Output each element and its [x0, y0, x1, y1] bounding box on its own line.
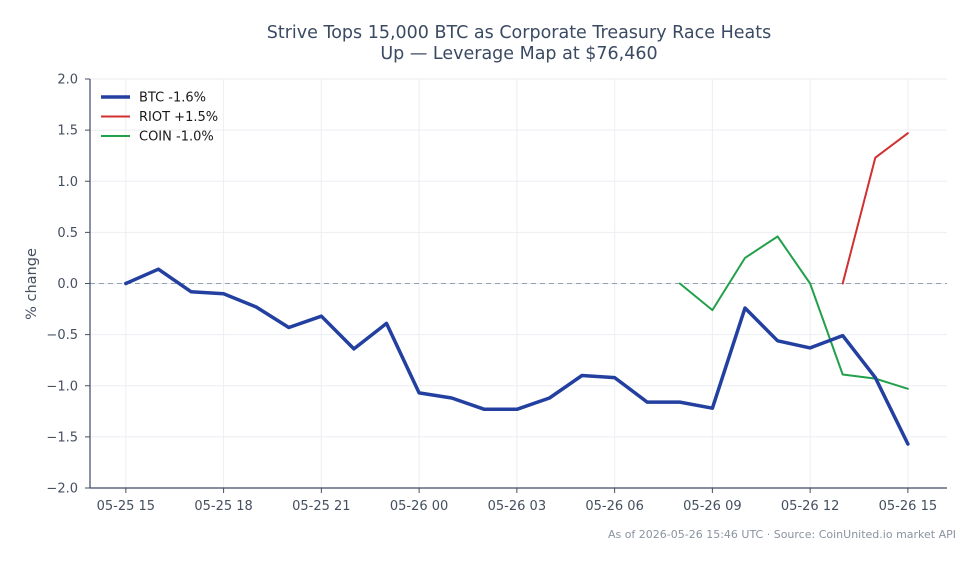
y-tick-label: 1.0	[57, 175, 78, 190]
x-tick-label: 05-26 00	[390, 499, 448, 514]
series-line-btc	[124, 267, 910, 446]
x-tick-label: 05-25 21	[292, 499, 350, 514]
legend-label-coin: COIN -1.0%	[139, 130, 214, 145]
x-tick-label: 05-25 15	[97, 499, 155, 514]
legend-label-btc: BTC -1.6%	[139, 91, 206, 106]
legend-label-riot: RIOT +1.5%	[139, 110, 218, 125]
y-tick-label: 0.5	[57, 226, 78, 241]
y-axis-label: % change	[24, 248, 40, 320]
x-tick-label: 05-26 09	[683, 499, 741, 514]
series-lines	[124, 132, 910, 446]
series-line-coin	[678, 235, 909, 390]
y-tick-label: 2.0	[57, 73, 78, 88]
legend: BTC -1.6% RIOT +1.5% COIN -1.0%	[101, 91, 218, 145]
footer-note: As of 2026-05-26 15:46 UTC · Source: Coi…	[608, 528, 956, 541]
y-tick-label: −0.5	[46, 328, 78, 343]
x-tick-label: 05-26 15	[879, 499, 937, 514]
y-axis-ticks: 2.0 1.5 1.0 0.5 0.0 −0.5 −1.0 −1.5 −2.0	[46, 73, 90, 497]
y-tick-label: −1.0	[46, 379, 78, 394]
x-tick-label: 05-26 12	[781, 499, 839, 514]
x-axis-ticks: 05-25 15 05-25 18 05-25 21 05-26 00 05-26 03…	[97, 488, 937, 514]
chart-title-line-2: Up — Leverage Map at $76,460	[380, 44, 657, 64]
y-tick-label: 1.5	[57, 124, 78, 139]
chart-title-line-1: Strive Tops 15,000 BTC as Corporate Trea…	[267, 23, 771, 43]
y-tick-label: −1.5	[46, 430, 78, 445]
x-tick-label: 05-25 18	[194, 499, 252, 514]
x-tick-label: 05-26 03	[488, 499, 546, 514]
y-tick-label: 0.0	[57, 277, 78, 292]
series-line-riot	[841, 132, 909, 285]
x-tick-label: 05-26 06	[585, 499, 643, 514]
y-tick-label: −2.0	[46, 482, 78, 497]
